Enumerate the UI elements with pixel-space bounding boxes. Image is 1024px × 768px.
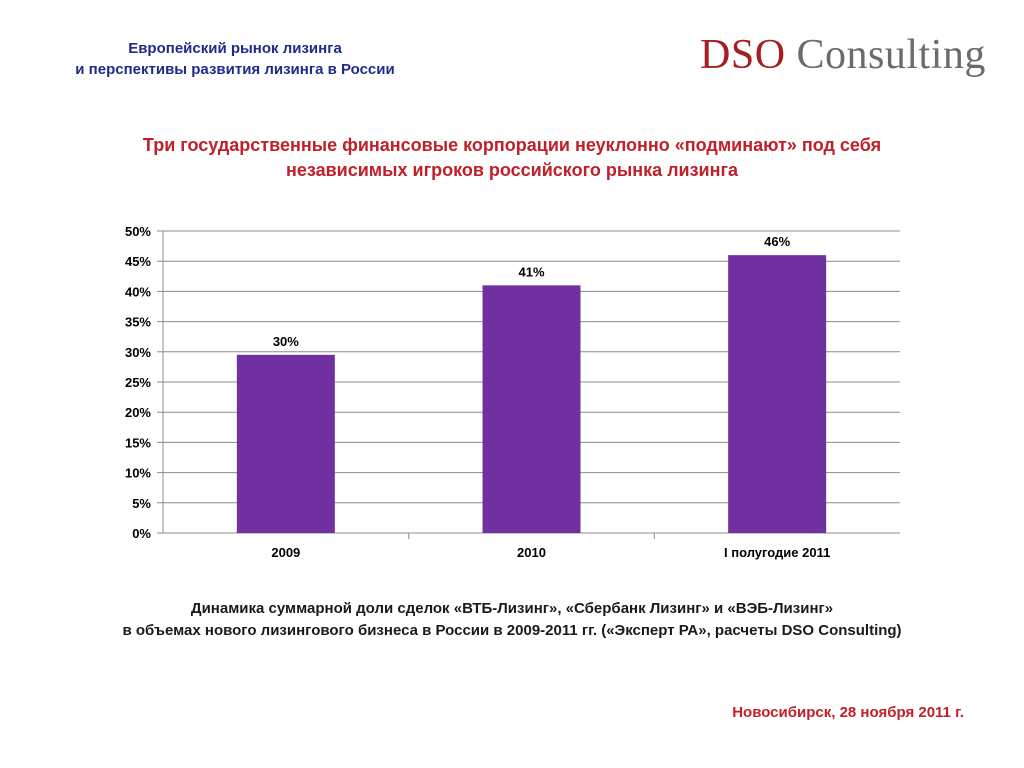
presentation-title: Европейский рынок лизинга и перспективы …	[30, 38, 440, 80]
slide-headline-line-1: Три государственные финансовые корпораци…	[142, 135, 882, 155]
y-tick-label: 35%	[125, 315, 151, 330]
y-tick-label: 50%	[125, 224, 151, 239]
dso-consulting-logo: DSO Consulting	[700, 30, 1000, 80]
y-tick-label: 0%	[132, 526, 151, 541]
presentation-title-line-2: и перспективы развития лизинга в России	[75, 61, 395, 78]
location-date: Новосибирск, 28 ноября 2011 г.	[732, 704, 964, 721]
slide-headline-line-2: независимых игроков российского рынка ли…	[286, 160, 738, 180]
slide-headline: Три государственные финансовые корпораци…	[40, 133, 984, 183]
chart-caption-line-2: в объемах нового лизингового бизнеса в Р…	[122, 622, 902, 639]
presentation-title-line-1: Европейский рынок лизинга	[128, 40, 342, 57]
x-tick-label: I полугодие 2011	[724, 545, 830, 560]
bar	[236, 354, 335, 533]
bar	[482, 285, 581, 533]
logo-consulting-text: Consulting	[796, 32, 986, 78]
data-label: 46%	[764, 234, 790, 249]
y-tick-label: 25%	[125, 375, 151, 390]
data-label: 41%	[518, 264, 544, 279]
y-tick-label: 5%	[132, 496, 151, 511]
bar-chart: 0% 5% 10% 15% 20% 25% 30% 35% 40% 45% 50% 30% 2009 41…	[125, 224, 900, 560]
bar	[728, 255, 827, 533]
y-tick-label: 45%	[125, 254, 151, 269]
x-tick-label: 2009	[271, 545, 300, 560]
y-tick-label: 10%	[125, 466, 151, 481]
logo-dso-text: DSO	[700, 32, 786, 78]
y-tick-label: 15%	[125, 435, 151, 450]
y-tick-label: 40%	[125, 284, 151, 299]
y-tick-label: 20%	[125, 405, 151, 420]
data-label: 30%	[273, 334, 299, 349]
chart-caption-line-1: Динамика суммарной доли сделок «ВТБ-Лизи…	[190, 600, 834, 617]
x-tick-label: 2010	[517, 545, 546, 560]
chart-caption: Динамика суммарной доли сделок «ВТБ-Лизи…	[20, 598, 1004, 642]
y-tick-label: 30%	[125, 345, 151, 360]
